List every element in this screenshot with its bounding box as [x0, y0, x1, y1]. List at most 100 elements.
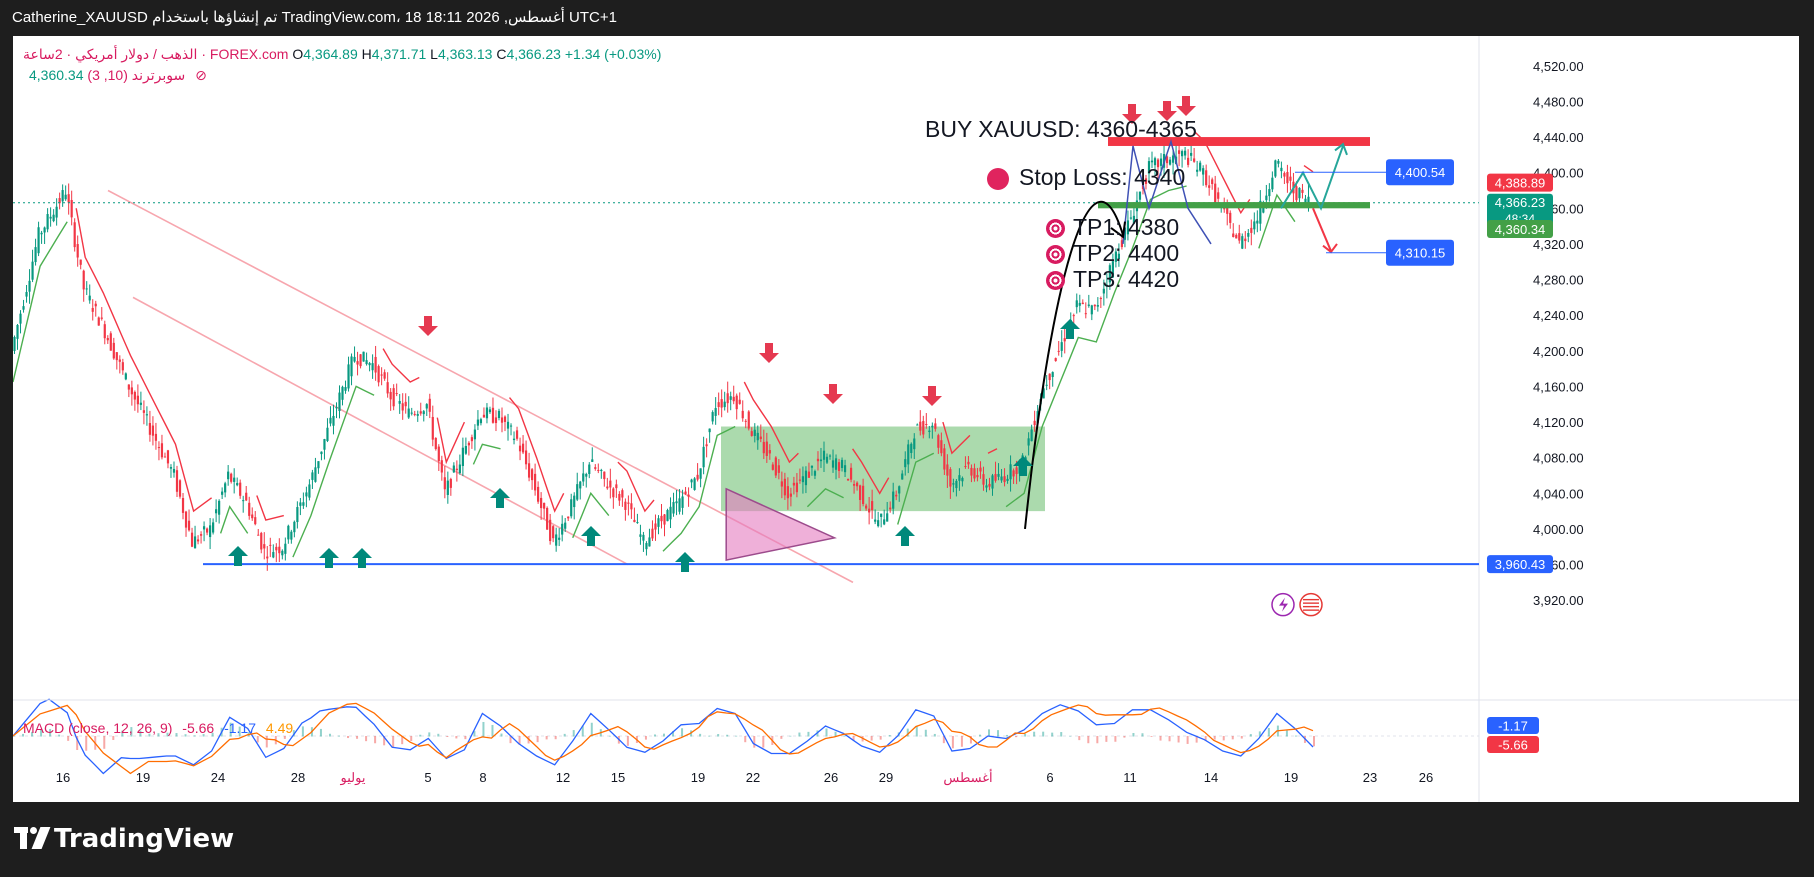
buy-signal-arrow [490, 488, 510, 508]
macd-histogram-bar [1195, 736, 1198, 743]
macd-histogram-bar [238, 726, 241, 737]
macd-histogram-bar [1123, 736, 1126, 738]
candle [636, 522, 639, 524]
candle [744, 420, 747, 422]
high-price-tag [1487, 173, 1553, 192]
candle [284, 543, 287, 554]
candle [1171, 155, 1175, 163]
brand-name: TradingView [54, 824, 235, 854]
candle [133, 391, 136, 400]
candle [627, 502, 630, 504]
candle [440, 460, 443, 473]
candle [497, 410, 501, 418]
us-flag-icon[interactable] [1299, 592, 1323, 617]
macd-histogram-bar [1150, 736, 1153, 737]
macd-histogram-bar [1294, 735, 1297, 737]
candle [163, 456, 167, 458]
candle [1045, 384, 1048, 386]
buy-signal-arrow [581, 526, 601, 546]
stop-sign-icon [987, 167, 1009, 190]
candle [148, 423, 152, 435]
macd-histogram-bar [193, 735, 196, 737]
candle [943, 448, 946, 470]
top-bar: Catherine_XAUUSD تم إنشاؤها باستخدام Tra… [0, 0, 1814, 36]
candle [136, 395, 139, 405]
macd-histogram-bar [58, 734, 61, 737]
chart-area[interactable]: 4,520.00 4,480.00 4,440.00 4,400.00 4,360.00… [13, 36, 1799, 802]
candle [49, 216, 52, 219]
x-tick-label: 11 [1123, 770, 1137, 785]
candle [94, 303, 97, 307]
macd-histogram-bar [978, 734, 981, 737]
candle [843, 465, 847, 473]
candle [684, 491, 687, 494]
candle [431, 416, 434, 440]
support-price-tag [1487, 555, 1553, 574]
candle [31, 261, 34, 280]
candle [1075, 300, 1078, 308]
candle [834, 458, 838, 470]
candle [1000, 476, 1003, 481]
candle [73, 222, 76, 248]
candle [994, 474, 997, 481]
candle [1150, 160, 1154, 163]
macd-histogram-bar [915, 725, 918, 737]
candle [109, 333, 112, 351]
candle [564, 522, 567, 529]
candle [130, 387, 133, 395]
candle [1232, 233, 1235, 237]
candle [215, 509, 218, 514]
candle [741, 410, 744, 419]
candle [88, 295, 91, 301]
macd-histogram-bar [554, 736, 557, 740]
macd-histogram-bar [328, 733, 331, 737]
last-price-tag [1487, 193, 1553, 228]
sell-signal-arrow [1157, 101, 1177, 121]
candle [1096, 305, 1099, 307]
candle [202, 526, 206, 530]
candle [807, 471, 811, 478]
candle [985, 485, 988, 488]
candle [889, 507, 892, 510]
symbol-label[interactable]: الذهب / دولار أمريكي · 2ساعة · FOREX.com [23, 46, 289, 62]
candle [880, 513, 883, 517]
candle [964, 466, 967, 468]
price-chart[interactable]: 4,520.004,480.004,440.004,400.004,360.00… [13, 36, 1799, 802]
candle [248, 502, 251, 516]
candle [287, 525, 290, 540]
candle [1003, 476, 1006, 483]
candle [19, 313, 22, 324]
macd-histogram-bar [879, 736, 882, 740]
candle [386, 382, 389, 394]
sell-signal-arrow [418, 316, 438, 336]
macd-histogram-bar [76, 736, 79, 750]
candle [353, 356, 356, 362]
macd-histogram-bar [1258, 731, 1261, 737]
buy-signal-arrow [352, 548, 372, 568]
tp3-annotation: TP3: 4420 [1046, 266, 1179, 292]
candle [212, 522, 215, 533]
macd-histogram-bar [500, 733, 503, 737]
macd-histogram-bar [1313, 736, 1315, 747]
candle [1277, 160, 1280, 164]
macd-histogram-bar [581, 725, 584, 737]
supertrend-label[interactable]: سوبرترند (10, 3) [87, 67, 186, 83]
candle [269, 544, 272, 546]
candle [1256, 220, 1259, 224]
candle [871, 501, 874, 511]
candle [952, 483, 955, 485]
candle [1187, 157, 1190, 165]
candle [946, 464, 949, 476]
candle [157, 447, 161, 449]
y-tick-label: 4,080.00 [1533, 451, 1584, 466]
eye-off-icon[interactable]: ⊘ [195, 67, 207, 83]
candle [588, 464, 591, 474]
candle [937, 435, 940, 448]
candle [335, 407, 338, 409]
candle [753, 429, 756, 436]
macd-label[interactable]: MACD (close, 12, 26, 9) [23, 720, 173, 736]
tradingview-logo[interactable]: TradingView [14, 824, 234, 854]
candle [663, 514, 666, 525]
tp2-annotation: TP2: 4400 [1046, 240, 1179, 266]
candle [1205, 170, 1208, 186]
